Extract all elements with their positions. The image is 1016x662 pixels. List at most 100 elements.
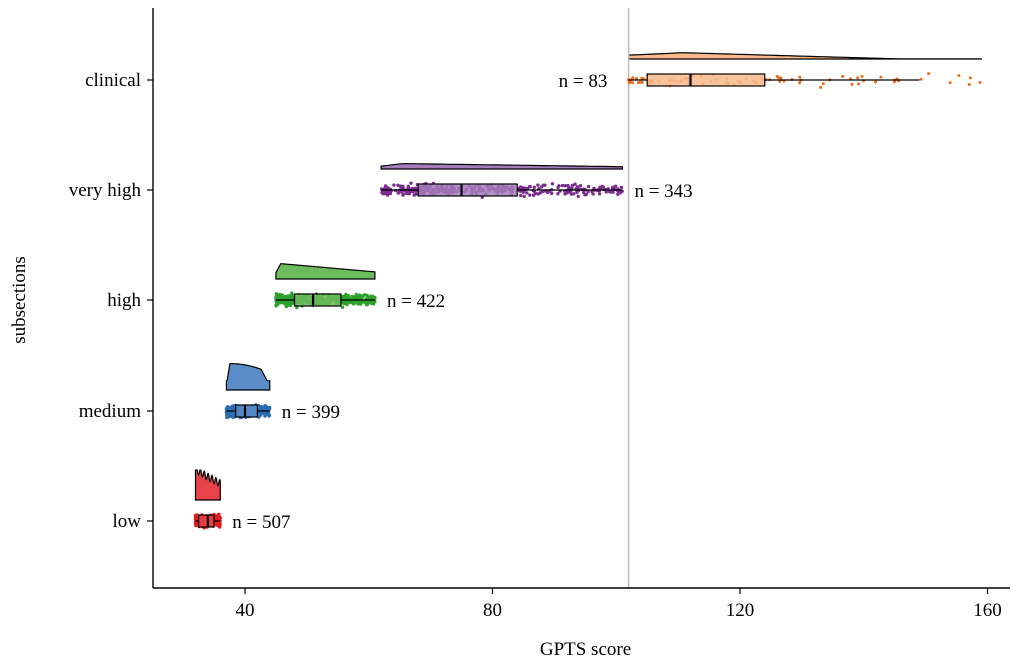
point-medium bbox=[267, 413, 271, 417]
point-very-high bbox=[386, 191, 390, 195]
point-very-high bbox=[380, 190, 384, 195]
point-clinical bbox=[841, 75, 845, 78]
point-high bbox=[277, 294, 281, 298]
point-high bbox=[295, 305, 299, 310]
point-clinical bbox=[778, 79, 782, 83]
point-high bbox=[289, 303, 293, 308]
point-medium bbox=[225, 415, 229, 420]
point-very-high bbox=[396, 191, 400, 195]
labels: n = 507 low n = 399 medium n = 422 high n = 34… bbox=[9, 70, 1002, 660]
y-axis-title: subsections bbox=[9, 256, 30, 344]
cloud-very-high bbox=[380, 162, 624, 170]
axes bbox=[147, 8, 1010, 594]
point-high bbox=[281, 301, 285, 305]
point-very-high bbox=[575, 185, 580, 189]
point-high bbox=[290, 291, 294, 295]
cloud-high bbox=[275, 262, 376, 280]
point-very-high bbox=[611, 185, 615, 189]
point-very-high bbox=[560, 183, 565, 188]
point-very-high bbox=[538, 191, 543, 195]
point-high bbox=[342, 294, 346, 299]
point-very-high bbox=[401, 192, 405, 197]
point-high bbox=[354, 292, 358, 297]
point-very-high bbox=[576, 194, 580, 199]
x-tick-label-120: 120 bbox=[726, 600, 755, 621]
y-tick-label-very-high: very high bbox=[69, 180, 142, 201]
point-very-high bbox=[570, 183, 574, 188]
point-very-high bbox=[521, 190, 525, 194]
point-high bbox=[359, 294, 364, 298]
point-very-high bbox=[591, 192, 595, 196]
x-tick-label-80: 80 bbox=[483, 600, 502, 621]
point-very-high bbox=[406, 191, 410, 196]
point-very-high bbox=[563, 184, 567, 188]
point-clinical bbox=[819, 85, 823, 89]
point-high bbox=[345, 301, 350, 305]
point-very-high bbox=[608, 190, 612, 194]
point-clinical bbox=[779, 76, 783, 80]
n-label-low: n = 507 bbox=[232, 512, 290, 533]
point-medium bbox=[224, 407, 229, 412]
point-very-high bbox=[519, 193, 523, 198]
density-clouds bbox=[194, 52, 982, 501]
point-clinical bbox=[850, 82, 854, 86]
y-tick-label-medium: medium bbox=[79, 401, 141, 422]
point-very-high bbox=[392, 183, 396, 187]
n-label-medium: n = 399 bbox=[282, 402, 340, 423]
point-high bbox=[364, 303, 369, 307]
cloud-low bbox=[194, 469, 221, 501]
point-very-high bbox=[556, 192, 560, 196]
point-high bbox=[369, 296, 373, 300]
point-very-high bbox=[611, 190, 615, 194]
point-very-high bbox=[586, 189, 590, 194]
point-clinical bbox=[860, 74, 864, 78]
x-tick-label-160: 160 bbox=[973, 600, 1002, 621]
point-clinical bbox=[948, 81, 952, 85]
point-very-high bbox=[522, 194, 526, 198]
box-high bbox=[293, 293, 342, 307]
point-high bbox=[340, 305, 345, 309]
point-high bbox=[361, 300, 365, 304]
point-clinical bbox=[821, 82, 825, 86]
point-very-high bbox=[583, 193, 587, 197]
cloud-medium bbox=[225, 363, 271, 391]
point-clinical bbox=[957, 74, 961, 77]
point-clinical bbox=[637, 81, 640, 85]
point-very-high bbox=[412, 193, 416, 197]
point-clinical bbox=[879, 75, 883, 79]
point-low bbox=[217, 512, 221, 516]
point-clinical bbox=[777, 76, 781, 80]
y-tick-label-clinical: clinical bbox=[85, 70, 141, 91]
point-very-high bbox=[592, 186, 596, 191]
point-very-high bbox=[573, 182, 577, 186]
point-high bbox=[288, 300, 292, 305]
point-clinical bbox=[640, 80, 644, 84]
box-clinical bbox=[646, 73, 766, 87]
n-label-clinical: n = 83 bbox=[559, 71, 608, 92]
point-very-high bbox=[550, 191, 554, 196]
point-very-high bbox=[528, 184, 532, 189]
point-clinical bbox=[967, 83, 971, 86]
point-very-high bbox=[543, 183, 547, 187]
cloud-clinical bbox=[627, 52, 982, 60]
point-very-high bbox=[401, 185, 405, 189]
point-high bbox=[274, 292, 278, 296]
n-label-high: n = 422 bbox=[387, 291, 445, 312]
point-high bbox=[280, 293, 284, 297]
point-very-high bbox=[550, 182, 555, 186]
point-very-high bbox=[382, 191, 387, 196]
y-tick-label-low: low bbox=[113, 511, 142, 532]
point-very-high bbox=[566, 183, 570, 188]
point-high bbox=[281, 296, 286, 300]
point-medium bbox=[231, 405, 235, 410]
point-very-high bbox=[533, 191, 538, 196]
point-low bbox=[217, 521, 222, 526]
point-clinical bbox=[856, 76, 860, 80]
point-very-high bbox=[616, 192, 620, 196]
point-clinical bbox=[631, 81, 634, 85]
point-high bbox=[284, 304, 289, 309]
point-high bbox=[348, 300, 353, 305]
point-clinical bbox=[874, 80, 878, 84]
point-clinical bbox=[927, 72, 931, 76]
